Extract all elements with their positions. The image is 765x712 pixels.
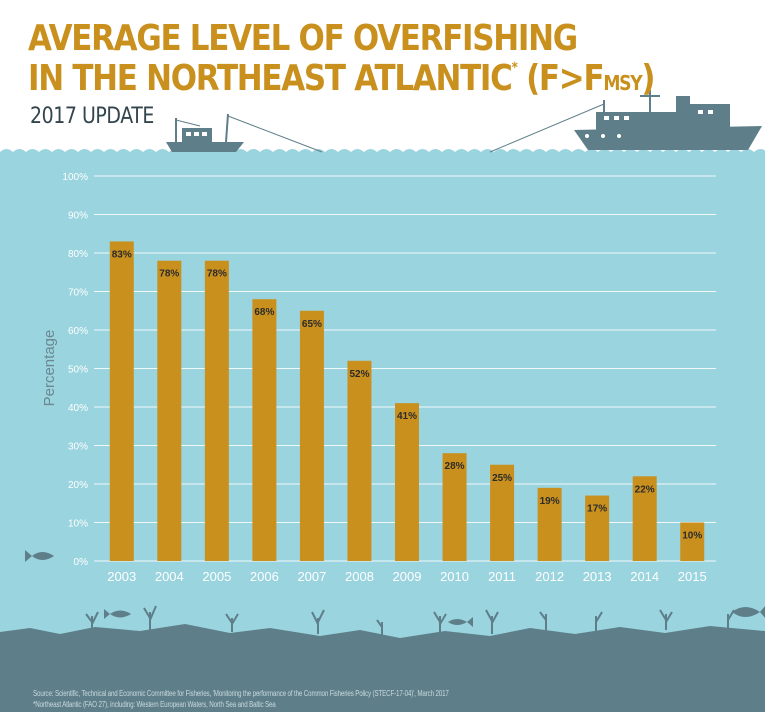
x-tick-label: 2004: [155, 569, 184, 584]
data-label: 65%: [302, 319, 322, 330]
formula-close: ): [641, 58, 655, 99]
bar: [632, 476, 657, 561]
coral-icon: [85, 605, 735, 636]
data-label: 10%: [682, 531, 702, 542]
x-tick-label: 2015: [678, 569, 707, 584]
x-tick-label: 2011: [488, 569, 516, 584]
sea-water: [0, 149, 765, 712]
bar: [442, 453, 467, 561]
source-note: Source: Scientific, Technical and Econom…: [33, 689, 449, 698]
y-tick-label: 30%: [68, 442, 88, 453]
chart-title-region: IN THE NORTHEAST ATLANTIC: [28, 58, 513, 99]
chart-title-line2: IN THE NORTHEAST ATLANTIC* (F>FMSY): [28, 58, 656, 99]
y-tick-label: 40%: [68, 403, 88, 414]
y-tick-label: 10%: [68, 519, 88, 530]
y-axis-label: Percentage: [41, 330, 58, 407]
x-tick-label: 2012: [535, 569, 564, 584]
trawler-ship-icon: [489, 90, 762, 153]
y-tick-label: 60%: [68, 326, 88, 337]
data-label: 22%: [635, 484, 655, 495]
chart-subtitle: 2017 UPDATE: [30, 104, 154, 129]
bar: [347, 360, 372, 561]
y-tick-label: 20%: [68, 480, 88, 491]
formula-part: (F>F: [516, 58, 605, 99]
data-label: 17%: [587, 504, 607, 515]
x-tick-label: 2014: [630, 569, 659, 584]
x-tick-label: 2008: [345, 569, 374, 584]
fishing-boat-icon: [166, 113, 323, 153]
bar: [109, 241, 134, 561]
data-label: 52%: [349, 369, 369, 380]
y-tick-label: 0%: [74, 557, 89, 568]
data-label: 78%: [159, 269, 179, 280]
footnote-marker: *: [511, 60, 518, 76]
bar: [585, 495, 610, 561]
y-tick-label: 80%: [68, 249, 88, 260]
fish-icon: [25, 550, 765, 627]
bar: [490, 464, 515, 561]
chart-title-line1: AVERAGE LEVEL OF OVERFISHING: [28, 18, 578, 59]
data-label: 68%: [254, 307, 274, 318]
bar: [680, 522, 705, 561]
formula-subscript: MSY: [603, 71, 642, 95]
bar: [537, 487, 562, 561]
y-tick-label: 50%: [68, 365, 88, 376]
seabed: [0, 624, 765, 712]
bar: [157, 260, 182, 561]
x-tick-label: 2003: [107, 569, 136, 584]
data-label: 19%: [540, 496, 560, 507]
data-label: 78%: [207, 269, 227, 280]
bar: [204, 260, 229, 561]
data-label: 83%: [112, 249, 132, 260]
bar: [252, 299, 277, 561]
y-tick-label: 90%: [68, 211, 88, 222]
bar: [395, 403, 419, 561]
bar: [299, 310, 324, 561]
data-label: 41%: [397, 411, 417, 422]
data-label: 25%: [492, 473, 512, 484]
x-tick-label: 2005: [202, 569, 231, 584]
y-tick-label: 100%: [62, 172, 88, 183]
x-tick-label: 2007: [297, 569, 326, 584]
x-tick-label: 2010: [440, 569, 469, 584]
x-tick-label: 2006: [250, 569, 279, 584]
x-tick-label: 2009: [393, 569, 422, 584]
data-label: 28%: [445, 461, 465, 472]
footnote: *Northeast Atlantic (FAO 27), including:…: [33, 700, 276, 709]
y-tick-label: 70%: [68, 288, 88, 299]
x-tick-label: 2013: [583, 569, 612, 584]
